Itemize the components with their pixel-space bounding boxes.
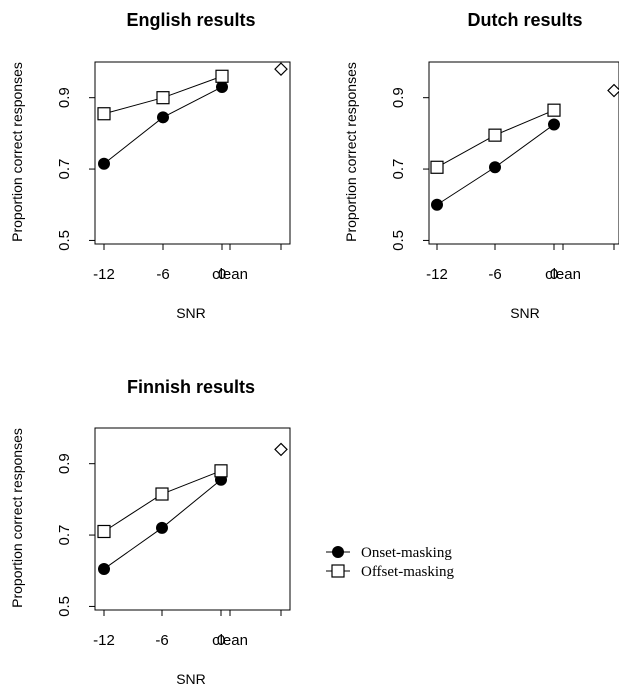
y-tick-label: 0.9 [56,453,73,474]
data-point-onset [98,157,110,170]
x-tick-label: -6 [156,266,169,283]
x-tick-label: 0 [218,266,226,283]
x-tick-label: clean [545,266,581,283]
x-tick-label: 0 [550,266,558,283]
data-point-onset [98,562,110,575]
data-point-onset [431,198,443,211]
data-point-offset [430,160,444,174]
y-tick-label: 0.7 [56,159,73,180]
y-axis-label: Proportion correct responses [9,428,25,608]
open-square-marker [331,564,345,578]
data-point-clean [274,442,288,457]
legend-entry-offset: Offset-masking [326,564,455,580]
x-tick-label: -12 [426,266,448,283]
data-point-offset [214,464,228,478]
x-tick-label: -6 [155,632,168,649]
y-tick-label: 0.5 [56,230,73,251]
panel-english: English results Proportion correct respo… [9,10,291,321]
y-axis-label: Proportion correct responses [343,62,359,242]
data-point-offset [547,103,561,117]
legend-entry-onset: Onset-masking [326,545,452,561]
legend: Onset-masking Offset-masking [326,545,455,580]
x-tick-label: clean [212,266,248,283]
data-point-onset [156,521,168,534]
y-tick-label: 0.9 [56,87,73,108]
legend-label: Onset-masking [361,545,452,561]
x-axis-label: SNR [176,305,206,321]
panel-title: English results [126,10,255,30]
y-tick-label: 0.9 [390,87,407,108]
panel-title: Finnish results [127,377,255,397]
data-point-offset [488,128,502,142]
data-point-offset [155,487,169,501]
x-tick-label: clean [212,632,248,649]
x-tick-label: -12 [93,632,115,649]
data-point-clean [274,62,288,76]
panel-title: Dutch results [467,10,582,30]
data-point-clean [607,83,619,98]
y-tick-label: 0.7 [390,159,407,180]
panel-dutch: Dutch results Proportion correct respons… [343,10,619,321]
data-point-offset [97,107,111,121]
panel-finnish: Finnish results Proportion correct respo… [9,377,291,687]
legend-label: Offset-masking [361,564,455,580]
y-tick-label: 0.5 [56,596,73,617]
plot-frame [94,61,291,245]
data-point-onset [216,80,228,93]
y-axis-label: Proportion correct responses [9,62,25,242]
x-tick-label: -6 [488,266,501,283]
x-axis-label: SNR [176,671,206,687]
data-point-offset [97,524,111,539]
x-axis-label: SNR [510,305,540,321]
data-point-onset [489,161,501,174]
data-point-offset [156,91,170,105]
data-point-onset [157,111,169,124]
x-tick-label: 0 [217,632,225,649]
data-point-onset [548,118,560,131]
plot-frame [428,61,619,245]
y-tick-label: 0.7 [56,525,73,546]
plot-frame [94,427,291,611]
data-point-offset [215,69,229,83]
x-tick-label: -12 [93,266,115,283]
y-tick-label: 0.5 [390,230,407,251]
filled-circle-marker [332,546,344,558]
